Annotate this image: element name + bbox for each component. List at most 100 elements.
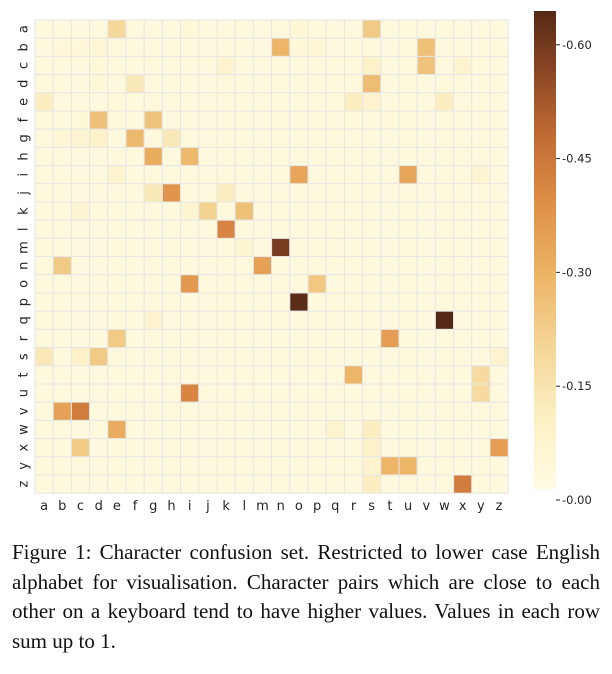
heatmap-cell-y-p — [307, 456, 327, 476]
heatmap-cell-v-t — [380, 401, 400, 421]
heatmap-cell-s-c — [70, 347, 91, 367]
heatmap-cell-b-b — [52, 37, 72, 57]
heatmap-cell-n-e — [107, 256, 127, 276]
y-tick-x: x — [17, 444, 32, 452]
heatmap-cell-j-g — [143, 183, 163, 203]
heatmap-cell-v-d — [89, 401, 109, 421]
heatmap-cell-w-v — [416, 419, 436, 440]
heatmap-cell-v-b — [52, 401, 72, 421]
heatmap-cell-z-r — [343, 474, 364, 494]
heatmap-cell-p-i — [180, 292, 200, 312]
heatmap-cell-r-x — [453, 328, 473, 349]
heatmap-cell-b-x — [453, 37, 473, 57]
heatmap-cell-j-v — [416, 183, 436, 203]
heatmap-cell-y-b — [52, 456, 72, 476]
heatmap-cell-z-h — [161, 474, 182, 494]
heatmap-cell-j-x — [453, 183, 473, 203]
heatmap-cell-a-t — [380, 19, 400, 39]
heatmap-cell-u-g — [143, 383, 163, 403]
heatmap-cell-w-k — [216, 419, 236, 440]
y-tick-s: s — [17, 353, 32, 360]
heatmap-cell-k-y — [471, 201, 491, 221]
heatmap-cell-e-g — [143, 92, 163, 112]
heatmap-cell-p-s — [362, 292, 382, 312]
heatmap-cell-u-v — [416, 383, 436, 403]
heatmap-cell-s-q — [325, 347, 345, 367]
heatmap-cell-e-s — [362, 92, 382, 112]
heatmap-cell-e-q — [325, 92, 345, 112]
heatmap-cell-r-k — [216, 328, 236, 349]
heatmap-cell-z-c — [70, 474, 91, 494]
heatmap-cell-n-u — [398, 256, 418, 276]
heatmap-cell-o-l — [234, 274, 254, 294]
heatmap-cell-o-c — [70, 274, 91, 294]
heatmap-cell-o-k — [216, 274, 236, 294]
heatmap-cell-u-b — [52, 383, 72, 403]
heatmap-cell-d-f — [125, 74, 145, 94]
heatmap-cell-c-z — [489, 55, 509, 76]
heatmap-cell-q-g — [143, 310, 163, 330]
x-tick-g: g — [149, 499, 157, 514]
heatmap-cell-i-e — [107, 165, 127, 185]
heatmap-cell-y-w — [434, 456, 455, 476]
heatmap-cell-l-t — [380, 219, 400, 239]
heatmap-cell-l-b — [52, 219, 72, 239]
heatmap-cell-u-a — [34, 383, 54, 403]
heatmap-cell-l-h — [161, 219, 182, 239]
heatmap-cell-m-t — [380, 237, 400, 258]
heatmap-cell-k-v — [416, 201, 436, 221]
heatmap-cell-u-i — [180, 383, 200, 403]
heatmap-cell-i-u — [398, 165, 418, 185]
heatmap-cell-m-u — [398, 237, 418, 258]
heatmap-cell-w-o — [289, 419, 309, 440]
y-tick-q: q — [17, 316, 32, 324]
heatmap-cell-n-i — [180, 256, 200, 276]
x-tick-n: n — [277, 499, 285, 514]
x-tick-y: y — [477, 499, 485, 514]
heatmap-cell-t-f — [125, 365, 145, 385]
y-tick-b: b — [17, 43, 32, 51]
colorbar-tick-label: -0.45 — [562, 152, 592, 166]
heatmap-cell-w-j — [198, 419, 218, 440]
heatmap-cell-v-m — [252, 401, 273, 421]
heatmap-cell-z-j — [198, 474, 218, 494]
heatmap-cell-q-v — [416, 310, 436, 330]
heatmap-cell-w-x — [453, 419, 473, 440]
heatmap-cell-h-j — [198, 146, 218, 167]
heatmap-cell-e-i — [180, 92, 200, 112]
heatmap-cell-c-m — [252, 55, 273, 76]
heatmap-cell-i-y — [471, 165, 491, 185]
heatmap-cell-b-z — [489, 37, 509, 57]
heatmap-cell-w-c — [70, 419, 91, 440]
heatmap-cell-n-s — [362, 256, 382, 276]
heatmap-cell-w-l — [234, 419, 254, 440]
heatmap-cell-t-x — [453, 365, 473, 385]
heatmap-cell-b-d — [89, 37, 109, 57]
heatmap-cell-p-o — [289, 292, 309, 312]
heatmap-cell-r-v — [416, 328, 436, 349]
y-tick-l: l — [17, 227, 32, 231]
heatmap-cell-g-y — [471, 128, 491, 148]
heatmap-cell-l-i — [180, 219, 200, 239]
heatmap-cell-a-s — [362, 19, 382, 39]
heatmap-cell-h-v — [416, 146, 436, 167]
heatmap-cell-f-b — [52, 110, 72, 130]
heatmap-cell-m-a — [34, 237, 54, 258]
heatmap-cell-i-g — [143, 165, 163, 185]
heatmap-cell-j-i — [180, 183, 200, 203]
heatmap-cell-v-v — [416, 401, 436, 421]
heatmap-cell-n-t — [380, 256, 400, 276]
heatmap-cell-c-w — [434, 55, 455, 76]
heatmap-cell-i-f — [125, 165, 145, 185]
heatmap-cell-u-s — [362, 383, 382, 403]
heatmap-cell-m-o — [289, 237, 309, 258]
heatmap-cell-p-a — [34, 292, 54, 312]
heatmap-cell-t-n — [271, 365, 291, 385]
x-tick-j: j — [205, 499, 210, 514]
heatmap-cell-r-w — [434, 328, 455, 349]
heatmap-cell-s-k — [216, 347, 236, 367]
heatmap-cell-k-p — [307, 201, 327, 221]
heatmap-cell-b-o — [289, 37, 309, 57]
heatmap-cell-y-t — [380, 456, 400, 476]
heatmap-cell-v-j — [198, 401, 218, 421]
